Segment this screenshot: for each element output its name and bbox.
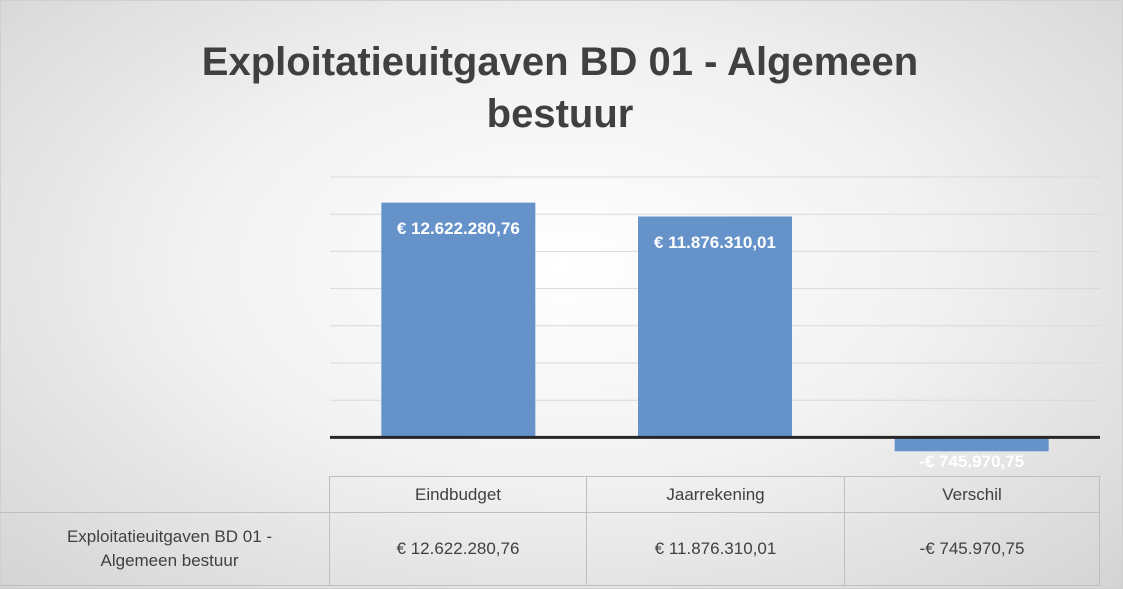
data-label: € 11.876.310,01: [654, 233, 776, 252]
header-cell: Eindbudget: [329, 476, 587, 513]
data-table: Eindbudget Jaarrekening Verschil Exploit…: [0, 476, 1100, 586]
value-cell: € 12.622.280,76: [329, 512, 587, 586]
value-cell: € 11.876.310,01: [586, 512, 845, 586]
bar: [381, 202, 536, 438]
data-label: € 12.622.280,76: [397, 219, 520, 238]
row-label: Exploitatieuitgaven BD 01 - Algemeen bes…: [0, 512, 330, 586]
bar: [894, 437, 1049, 452]
header-cell: Jaarrekening: [586, 476, 845, 513]
value-cell: -€ 745.970,75: [844, 512, 1100, 586]
data-label: -€ 745.970,75: [919, 452, 1024, 471]
chart-title: Exploitatieuitgaven BD 01 - Algemeen bes…: [201, 40, 919, 136]
header-cell: Verschil: [844, 476, 1100, 513]
corner-cell: [0, 476, 330, 513]
bar: [638, 216, 792, 438]
